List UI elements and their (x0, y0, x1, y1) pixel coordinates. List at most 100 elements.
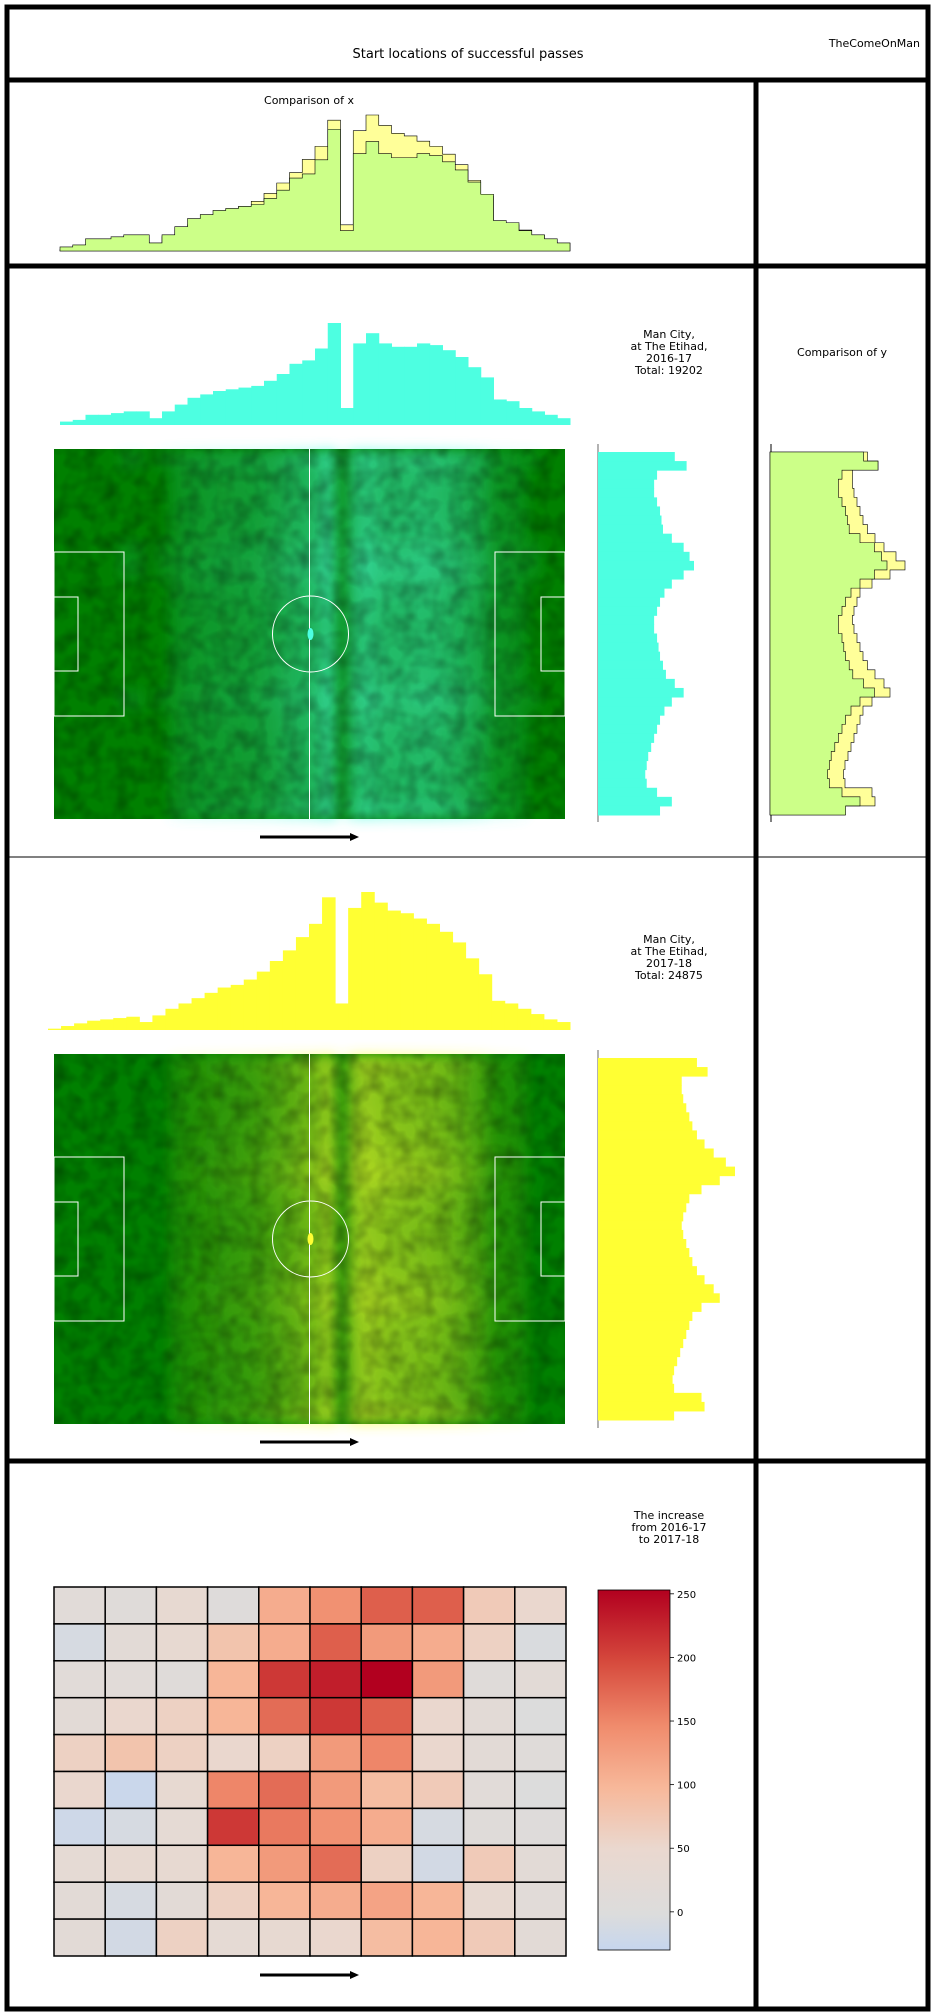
heatmap-cell (258, 1770, 311, 1810)
heatmap-cell (462, 1844, 516, 1883)
x-hist-bar (340, 408, 354, 425)
y-hist-bar (598, 1076, 682, 1086)
x-hist-bar (100, 1019, 114, 1030)
x-hist-bar (48, 1028, 62, 1030)
label-line: Total: 24875 (634, 969, 703, 982)
x-hist-bar (230, 984, 245, 1030)
x-hist-bar (517, 1008, 532, 1030)
heatmap-cell (462, 1733, 516, 1773)
heatmap-cell (258, 1844, 311, 1883)
heatmap-cell (206, 1881, 260, 1920)
direction-arrow-head (350, 1438, 359, 1446)
x-hist-bar (289, 363, 303, 425)
heatmap-cell (514, 1586, 567, 1625)
y-hist-bar (598, 669, 666, 680)
y-hist-bar (598, 569, 684, 580)
y-hist-bar (598, 1220, 682, 1231)
heatmap-cell (360, 1918, 414, 1957)
heatmap-cell (206, 1586, 260, 1625)
season2-pitch (53, 1054, 566, 1425)
heatmap-cell (206, 1918, 260, 1957)
heatmap-cell (309, 1586, 362, 1625)
y-hist-bar (598, 633, 658, 644)
x-hist-bar (87, 1020, 101, 1030)
heatmap-cell (258, 1881, 311, 1920)
x-hist-bar (238, 387, 252, 425)
x-hist-bar (295, 937, 310, 1030)
x-hist-bar (139, 1022, 153, 1030)
season1-label: Man City, at The Etihad, 2016-17 Total: 192… (630, 328, 707, 377)
y-hist-bar (598, 515, 662, 526)
heatmap-cell (360, 1586, 414, 1625)
heatmap-cell (155, 1918, 209, 1957)
y-hist-bar (598, 1302, 702, 1312)
x-hist-bar (429, 345, 443, 425)
label-line: Total: 19202 (634, 364, 703, 377)
direction-arrow-head (350, 833, 359, 841)
y-hist-bar (598, 742, 652, 752)
heatmap-cell (411, 1660, 465, 1699)
y-hist-bar (598, 1338, 684, 1349)
y-hist-bar (598, 551, 690, 562)
colorbar-tick-label: 150 (677, 1717, 696, 1728)
heatmap-cell (53, 1881, 106, 1920)
y-hist-bar (598, 1257, 693, 1267)
x-hist-bar (225, 389, 239, 425)
heatmap-cell (360, 1623, 414, 1662)
x-hist-bar (282, 950, 297, 1030)
y-hist-bar (598, 461, 687, 471)
heatmap-cell (104, 1844, 158, 1883)
comparison-y-title: Comparison of y (797, 346, 887, 359)
y-hist-bar (598, 1401, 705, 1412)
y-hist-bar (598, 615, 655, 625)
heatmap-cell (309, 1696, 362, 1736)
x-hist-bar (165, 1008, 179, 1030)
direction-arrow-head (350, 1971, 359, 1979)
heatmap-cell (53, 1918, 106, 1957)
y-hist-bar (598, 1157, 726, 1168)
y-hist-bar (598, 1229, 684, 1240)
colorbar (597, 1589, 671, 1951)
heatmap-cell (309, 1844, 362, 1883)
x-hist-bar (556, 1022, 571, 1030)
x-hist-bar (152, 1015, 166, 1030)
heatmap-cell (360, 1770, 414, 1810)
y-hist-bar (598, 533, 672, 544)
y-hist-bar (598, 1184, 702, 1195)
x-hist-bar (111, 413, 125, 425)
y-hist-bar (598, 1067, 708, 1077)
x-hist-bar (204, 992, 219, 1030)
y-hist-bar (598, 1284, 714, 1294)
x-hist-bar (200, 394, 214, 425)
plot-area: 0 50 100 150 200 250 (48, 114, 906, 1979)
y-hist-bar (598, 724, 658, 734)
heatmap-cell (514, 1660, 567, 1699)
heatmap-cell (309, 1623, 362, 1662)
x-hist-bar (123, 411, 137, 425)
label-line: at The Etihad, (630, 340, 707, 353)
heatmap-cell (104, 1881, 158, 1920)
heatmap-cell (411, 1770, 465, 1810)
heatmap-cell (462, 1586, 516, 1625)
heatmap-cell (462, 1623, 516, 1662)
x-hist-bar (491, 1000, 506, 1030)
heatmap-cell (309, 1881, 362, 1920)
heatmap-cell (155, 1586, 209, 1625)
x-hist-bar (557, 418, 571, 425)
x-hist-bar (126, 1016, 140, 1030)
x-hist-bar (361, 892, 375, 1030)
heatmap-cell (514, 1696, 567, 1736)
x-hist-bar (452, 942, 467, 1030)
y-hist-bar (598, 1112, 690, 1122)
y-hist-bar (598, 588, 665, 598)
heatmap-cell (258, 1733, 311, 1773)
heatmap-cell (514, 1844, 567, 1883)
heatmap-cell (258, 1918, 311, 1957)
y-hist-bar (598, 733, 655, 743)
x-hist-bar (439, 931, 454, 1030)
y-hist-bar (598, 1148, 714, 1159)
x-hist-bar (417, 343, 431, 425)
season1-pitch (53, 449, 566, 820)
y-hist-bar (598, 778, 647, 789)
